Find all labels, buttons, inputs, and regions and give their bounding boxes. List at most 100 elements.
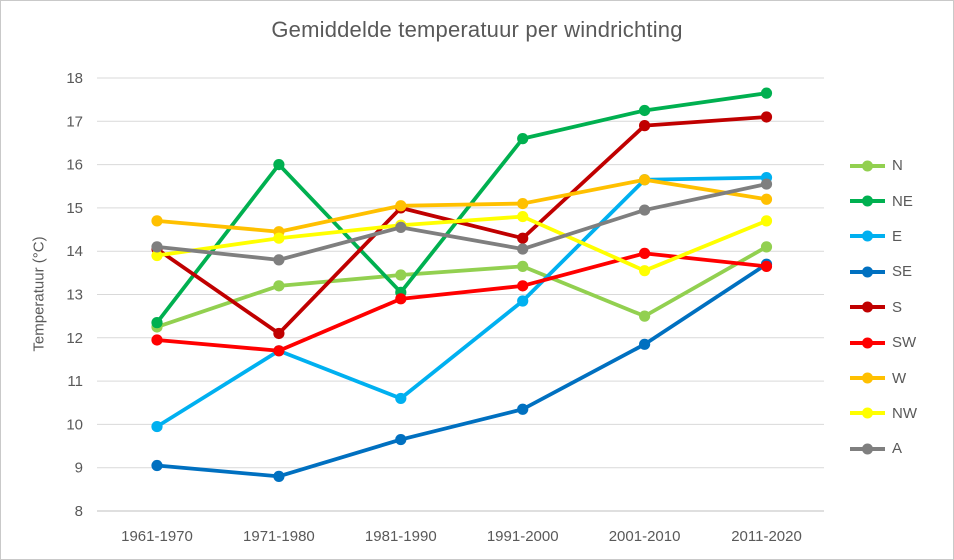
- series-marker-NE: [517, 133, 529, 145]
- legend-swatch-icon: [850, 266, 885, 278]
- series-marker-E: [517, 295, 529, 307]
- series-marker-SW: [517, 280, 529, 292]
- legend-swatch-icon: [850, 443, 885, 455]
- series-marker-NE: [639, 104, 651, 117]
- y-tick-label: 12: [66, 330, 83, 347]
- chart-title: Gemiddelde temperatuur per windrichting: [271, 17, 683, 42]
- y-tick-label: 15: [66, 200, 83, 217]
- legend-label: N: [892, 157, 903, 175]
- series-line-N: [155, 244, 769, 329]
- series-marker-N: [273, 280, 285, 292]
- y-tick-label: 18: [66, 70, 83, 87]
- y-tick-label: 9: [75, 460, 83, 477]
- series-marker-W: [517, 197, 529, 210]
- series-marker-A: [395, 221, 407, 233]
- series-marker-SE: [273, 470, 285, 482]
- series-marker-A: [517, 243, 529, 255]
- legend-item-NW: NW: [849, 396, 917, 431]
- series-marker-W: [151, 215, 163, 227]
- series-marker-SW: [151, 334, 163, 346]
- series-marker-W: [760, 193, 773, 205]
- series-line-S: [155, 115, 769, 336]
- series-marker-SW: [273, 345, 285, 357]
- series-marker-NW: [273, 232, 285, 244]
- series-marker-A: [760, 178, 773, 190]
- series-marker-S: [639, 120, 651, 132]
- series-marker-NE: [151, 317, 163, 329]
- series-marker-NE: [760, 87, 773, 99]
- x-tick-label: 1971-1980: [243, 528, 315, 545]
- legend-label: SW: [892, 334, 917, 352]
- legend-item-E: E: [849, 219, 917, 254]
- legend-label: NW: [892, 404, 917, 422]
- series-marker-SW: [639, 247, 651, 259]
- y-tick-label: 11: [67, 373, 83, 390]
- legend-swatch-icon: [850, 195, 885, 207]
- series-line-A: [155, 182, 769, 262]
- legend-item-A: A: [849, 431, 917, 466]
- legend-swatch-icon: [850, 160, 885, 172]
- legend-swatch-icon: [850, 372, 885, 384]
- series-marker-SE: [395, 433, 407, 446]
- legend-label: NE: [892, 192, 913, 210]
- x-tick-label: 2011-2020: [731, 528, 802, 545]
- y-axis-title: Temperatuur (°C): [30, 236, 48, 352]
- y-tick-label: 14: [66, 243, 83, 260]
- y-tick-label: 17: [66, 113, 83, 130]
- legend-swatch-icon: [850, 337, 885, 349]
- y-tick-label: 10: [66, 416, 83, 433]
- legend-swatch-icon: [850, 301, 885, 313]
- y-tick-label: 13: [66, 287, 83, 304]
- series-marker-S: [273, 327, 285, 340]
- legend-item-SW: SW: [849, 325, 917, 360]
- series-line-W: [155, 177, 769, 234]
- series-marker-NW: [151, 249, 163, 262]
- series-marker-E: [151, 420, 163, 433]
- legend-item-W: W: [849, 360, 917, 395]
- series-marker-SW: [395, 293, 407, 305]
- legend-label: SE: [892, 263, 913, 281]
- legend-item-NE: NE: [849, 183, 917, 218]
- series-marker-A: [273, 254, 285, 266]
- series-line-SW: [155, 251, 769, 353]
- series-marker-N: [395, 269, 407, 281]
- series-marker-N: [639, 310, 651, 322]
- legend-label: E: [892, 227, 903, 245]
- series-marker-NE: [273, 159, 285, 171]
- legend-label: S: [892, 298, 903, 316]
- series-marker-S: [760, 111, 773, 123]
- series-line-SE: [155, 262, 769, 479]
- legend-item-S: S: [849, 290, 917, 325]
- series-marker-A: [151, 241, 163, 253]
- series-marker-A: [639, 204, 651, 216]
- legend-item-SE: SE: [849, 254, 917, 289]
- legend-label: W: [892, 369, 907, 387]
- x-tick-label: 2001-2010: [609, 528, 681, 545]
- series-line-NE: [155, 91, 769, 325]
- series-marker-S: [517, 232, 529, 244]
- series-line-E: [155, 175, 769, 429]
- legend-item-N: N: [849, 148, 917, 183]
- x-tick-label: 1961-1970: [121, 528, 193, 545]
- x-tick-label: 1981-1990: [365, 528, 437, 545]
- series-marker-NW: [760, 215, 773, 227]
- y-tick-label: 16: [66, 157, 83, 174]
- legend-swatch-icon: [850, 407, 885, 419]
- series-marker-N: [517, 260, 529, 272]
- series-marker-NW: [517, 210, 529, 223]
- y-tick-label: 8: [75, 503, 83, 520]
- series-marker-NW: [639, 265, 651, 277]
- series-marker-SW: [760, 260, 773, 272]
- series-line-NW: [155, 214, 769, 273]
- series-marker-E: [395, 392, 407, 405]
- series-marker-SE: [639, 338, 651, 350]
- x-tick-label: 1991-2000: [487, 528, 559, 545]
- series-marker-W: [395, 200, 407, 212]
- series-marker-W: [639, 174, 651, 186]
- legend-swatch-icon: [850, 230, 885, 242]
- series-marker-SE: [151, 459, 163, 472]
- legend: N NE E SE S SW W NW A: [849, 148, 917, 467]
- legend-label: A: [892, 440, 903, 458]
